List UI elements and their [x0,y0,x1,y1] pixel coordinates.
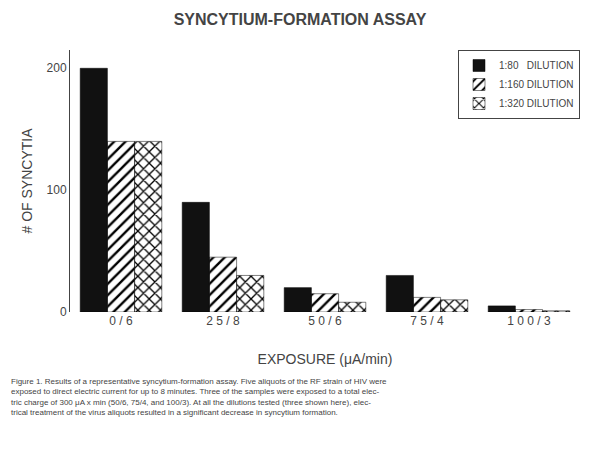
svg-text:200: 200 [47,61,67,75]
svg-text:SYNCYTIUM-FORMATION ASSAY: SYNCYTIUM-FORMATION ASSAY [174,11,427,28]
svg-text:7 5 / 4: 7 5 / 4 [410,314,444,328]
svg-text:100: 100 [47,183,67,197]
svg-text:EXPOSURE (μA/min): EXPOSURE (μA/min) [258,351,393,367]
svg-text:0 / 6: 0 / 6 [109,314,133,328]
svg-text:# OF SYNCYTIA: # OF SYNCYTIA [19,128,35,234]
svg-text:1:320 DILUTION: 1:320 DILUTION [499,98,573,109]
svg-text:5 0 / 6: 5 0 / 6 [308,314,342,328]
svg-text:1:160 DILUTION: 1:160 DILUTION [499,79,573,90]
svg-text:1 0 0 / 3: 1 0 0 / 3 [507,314,551,328]
svg-text:0: 0 [60,305,67,319]
svg-text:Figure 1. Results of a represe: Figure 1. Results of a representative sy… [11,377,387,417]
svg-text:1:80 DILUTION: 1:80 DILUTION [499,60,573,71]
svg-text:2 5 / 8: 2 5 / 8 [206,314,240,328]
